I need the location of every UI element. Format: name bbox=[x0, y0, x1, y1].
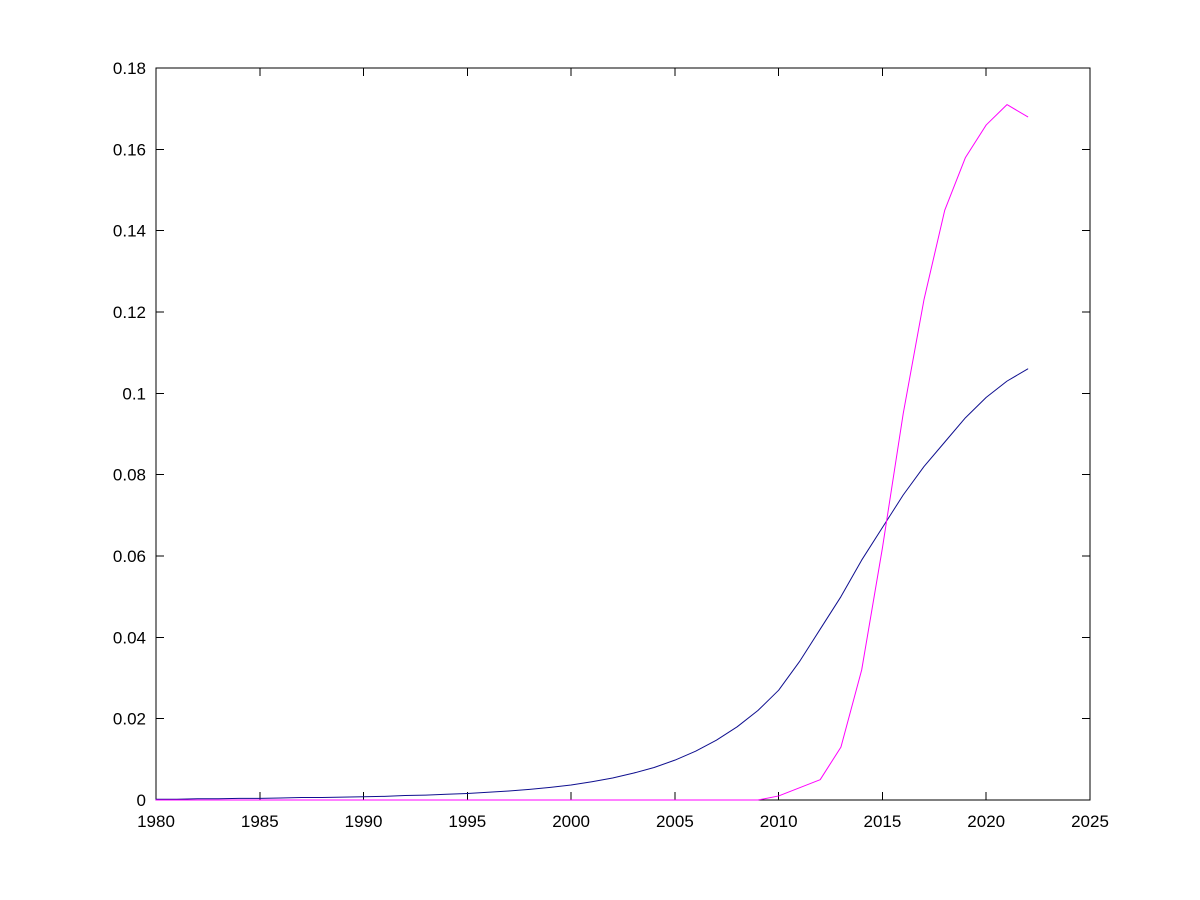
y-tick-label: 0.12 bbox=[113, 303, 146, 322]
x-tick-label: 1980 bbox=[137, 812, 175, 831]
y-tick-label: 0.06 bbox=[113, 547, 146, 566]
y-tick-label: 0.18 bbox=[113, 59, 146, 78]
axes-box bbox=[155, 67, 1091, 801]
series-line-steep-late-curve bbox=[155, 104, 1029, 801]
y-tick-label: 0.04 bbox=[113, 628, 146, 647]
x-tick-label: 2010 bbox=[760, 812, 798, 831]
x-tick-label: 1985 bbox=[241, 812, 279, 831]
x-tick-label: 2005 bbox=[656, 812, 694, 831]
y-tick-label: 0.16 bbox=[113, 140, 146, 159]
y-tick-label: 0.08 bbox=[113, 466, 146, 485]
series-line-gradual-s-curve bbox=[155, 368, 1029, 800]
y-tick-label: 0 bbox=[137, 791, 146, 810]
x-tick-label: 2025 bbox=[1071, 812, 1109, 831]
x-tick-label: 2000 bbox=[552, 812, 590, 831]
y-tick-label: 0.02 bbox=[113, 710, 146, 729]
x-tick-label: 1995 bbox=[448, 812, 486, 831]
y-tick-label: 0.1 bbox=[122, 384, 146, 403]
y-tick-label: 0.14 bbox=[113, 222, 146, 241]
x-tick-label: 2015 bbox=[864, 812, 902, 831]
x-tick-label: 2020 bbox=[967, 812, 1005, 831]
x-tick-label: 1990 bbox=[345, 812, 383, 831]
